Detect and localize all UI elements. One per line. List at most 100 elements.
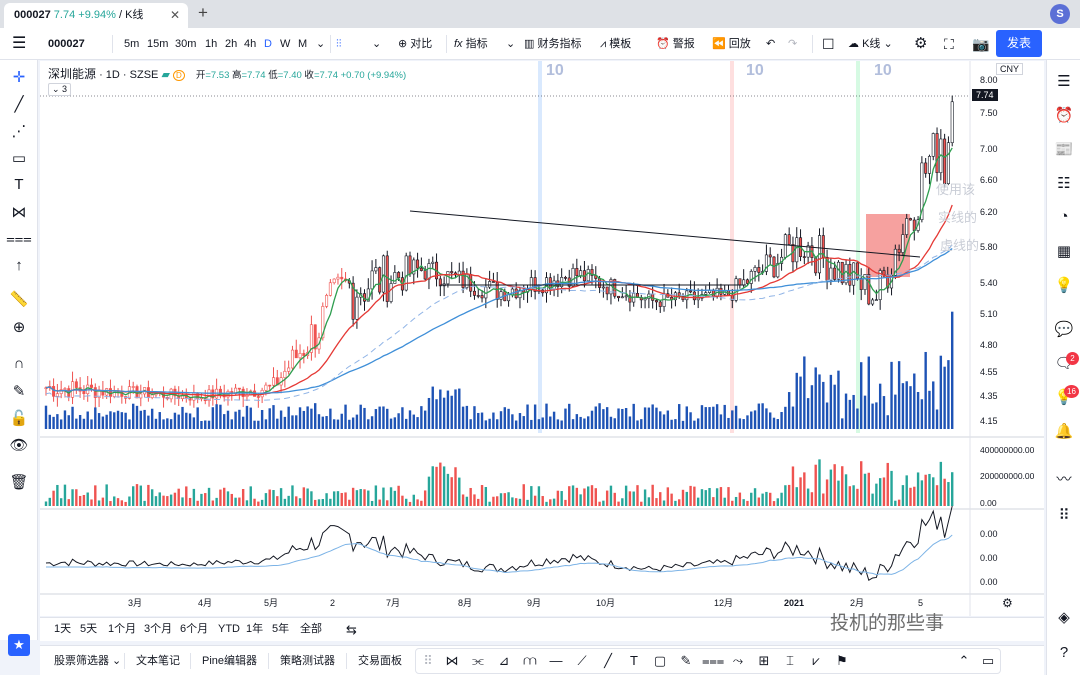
chart-area[interactable]: 10 10 10 使用该 实线的 虚线的 8.00 7.50 7.00 6.60 6.20 5.80 5… — [40, 61, 1044, 616]
watchlist-icon[interactable]: ☰ — [1057, 73, 1071, 90]
drag-handle-icon[interactable]: ⠿ — [423, 653, 433, 668]
arrow-up-icon[interactable]: ↑ — [15, 257, 23, 274]
publish-button[interactable]: 发表 — [996, 30, 1042, 57]
interval-d[interactable]: D — [264, 38, 272, 50]
fullscreen-icon[interactable]: ⛶ — [944, 36, 954, 52]
fan-icon[interactable]: ⩗ — [812, 653, 820, 668]
horizontal-line-icon[interactable]: — — [549, 653, 563, 668]
range-button[interactable]: 全部 — [300, 623, 322, 635]
replay-button[interactable]: ⏪ 回放 — [712, 28, 751, 60]
rectangle-tool-icon[interactable]: ▢ — [653, 653, 667, 668]
stock-screener-tab[interactable]: 股票筛选器 ⌄ — [54, 655, 122, 667]
chart-type-button[interactable]: ☁ K线 ⌄ — [848, 38, 893, 50]
text-tool-icon[interactable]: T — [630, 653, 638, 668]
news-icon[interactable]: 📰 — [1054, 141, 1074, 158]
currency-tag[interactable]: CNY — [996, 63, 1024, 75]
trash-icon[interactable]: 🗑 — [9, 474, 29, 491]
text-notes-tab[interactable]: 文本笔记 — [136, 655, 180, 667]
more-dots-icon[interactable]: ⠿ — [1058, 507, 1070, 524]
undo-icon[interactable]: ↶ — [766, 38, 776, 50]
camera-icon[interactable]: 📷 — [972, 36, 990, 52]
path-icon[interactable]: ⤳ — [732, 653, 744, 668]
ideas-icon[interactable]: 💡 16 — [1047, 385, 1080, 406]
range-button[interactable]: 6个月 — [180, 623, 209, 635]
symbol-search-button[interactable]: 000027 — [48, 38, 85, 50]
interval-w[interactable]: W — [280, 38, 291, 50]
help-icon[interactable]: ? — [1059, 644, 1069, 661]
grid-tool-icon[interactable]: ⊞ — [758, 653, 770, 668]
range-button[interactable]: 1天 — [54, 623, 72, 635]
interval-1h[interactable]: 1h — [205, 38, 218, 50]
financials-button[interactable]: ▥ 财务指标 — [524, 28, 581, 60]
star-icon[interactable]: ★ — [8, 634, 30, 656]
pattern-icon[interactable]: ⋈ — [11, 204, 27, 221]
zoom-icon[interactable]: ⊕ — [12, 319, 26, 336]
curve-tool-icon[interactable]: ⩋ — [523, 653, 537, 668]
interval-4h[interactable]: 4h — [244, 38, 257, 50]
calendar-icon[interactable]: ▦ — [1056, 243, 1072, 260]
brush-icon[interactable]: ✎ — [680, 653, 692, 668]
text-icon[interactable]: T — [14, 176, 24, 193]
segment-icon[interactable]: ╱ — [604, 653, 612, 668]
bars-style-icon[interactable]: ⫶⫶ — [336, 38, 342, 50]
chat-icon[interactable]: 💬 — [1054, 321, 1074, 338]
alarm-clock-icon[interactable]: ⏰ — [1054, 107, 1074, 124]
lock-icon[interactable]: 🔓 — [9, 410, 29, 427]
ray-icon[interactable]: ⟋ — [577, 653, 587, 668]
interval-30m[interactable]: 30m — [175, 38, 197, 50]
indicators-button[interactable]: fx 指标 — [454, 28, 488, 60]
pitchfork-icon[interactable]: ⫘ — [472, 653, 484, 668]
chevron-down-icon[interactable]: ⌄ — [506, 38, 516, 50]
gear-icon[interactable]: ⚙ — [914, 35, 928, 52]
layers-icon[interactable]: ◈ — [1058, 609, 1070, 626]
fib-icon[interactable]: ⋰ — [11, 123, 27, 140]
trend-line-icon[interactable]: ╱ — [14, 96, 24, 113]
range-button[interactable]: 3个月 — [144, 623, 173, 635]
ruler-icon[interactable]: 📏 — [9, 291, 29, 308]
clock-icon[interactable]: ◔ — [1059, 208, 1069, 225]
notifications-icon[interactable]: 🔔 — [1054, 423, 1074, 440]
alerts-button[interactable]: ⏰ 警报 — [656, 28, 695, 60]
axis-settings-icon[interactable]: ⚙ — [1002, 596, 1013, 610]
chevron-down-icon[interactable]: ⌄ — [372, 38, 382, 50]
fib-tool-icon[interactable]: ⊿ — [498, 653, 510, 668]
range-button[interactable]: 1个月 — [108, 623, 137, 635]
pattern-tool-icon[interactable]: ⋈ — [445, 653, 459, 668]
range-button[interactable]: 5年 — [272, 623, 290, 635]
lock-draw-icon[interactable]: ✎ — [12, 383, 26, 400]
chevron-down-icon[interactable]: ⌄ — [316, 38, 326, 50]
magnet-icon[interactable]: ∩ — [13, 355, 25, 372]
strategy-tester-tab[interactable]: 策略测试器 — [280, 655, 335, 667]
rectangle-icon[interactable]: ▭ — [11, 150, 27, 167]
indicator-toggle-button[interactable]: ⌄ 3 — [48, 83, 72, 96]
lightbulb-icon[interactable]: 💡 — [1054, 277, 1074, 294]
channel-icon[interactable]: ⩶ — [702, 653, 725, 668]
browser-tab[interactable]: 000027 7.74 +9.94% / K线 ✕ — [4, 3, 188, 28]
range-button[interactable]: 1年 — [246, 623, 264, 635]
new-tab-icon[interactable]: + — [198, 3, 208, 22]
interval-2h[interactable]: 2h — [225, 38, 238, 50]
layout-icon[interactable]: ☐ — [822, 36, 835, 52]
trading-panel-tab[interactable]: 交易面板 — [358, 655, 402, 667]
redo-icon[interactable]: ↷ — [788, 38, 798, 50]
hotlist-icon[interactable]: ☷ — [1057, 175, 1071, 192]
flag-tool-icon[interactable]: ⚑ — [836, 653, 848, 668]
templates-button[interactable]: ⩘ 模板 — [600, 28, 631, 60]
menu-icon[interactable]: ☰ — [12, 35, 27, 52]
close-icon[interactable]: ✕ — [169, 8, 180, 22]
avatar[interactable]: S — [1050, 4, 1070, 24]
signal-icon[interactable]: 〰 — [1056, 471, 1072, 488]
compare-button[interactable]: ⊕ 对比 — [398, 28, 432, 60]
measure-icon[interactable]: ⌶ — [786, 653, 794, 668]
interval-15m[interactable]: 15m — [147, 38, 169, 50]
crosshair-icon[interactable]: ✛ — [12, 69, 26, 86]
range-button[interactable]: 5天 — [80, 623, 98, 635]
interval-5m[interactable]: 5m — [124, 38, 140, 50]
eye-icon[interactable]: 👁 — [9, 437, 29, 454]
chat-private-icon[interactable]: 🗨 2 — [1047, 352, 1080, 372]
pine-editor-tab[interactable]: Pine编辑器 — [202, 655, 258, 667]
collapse-icon[interactable]: ⌃ — [958, 653, 970, 668]
interval-m[interactable]: M — [298, 38, 308, 50]
date-range-icon[interactable]: ⇆ — [346, 622, 357, 637]
